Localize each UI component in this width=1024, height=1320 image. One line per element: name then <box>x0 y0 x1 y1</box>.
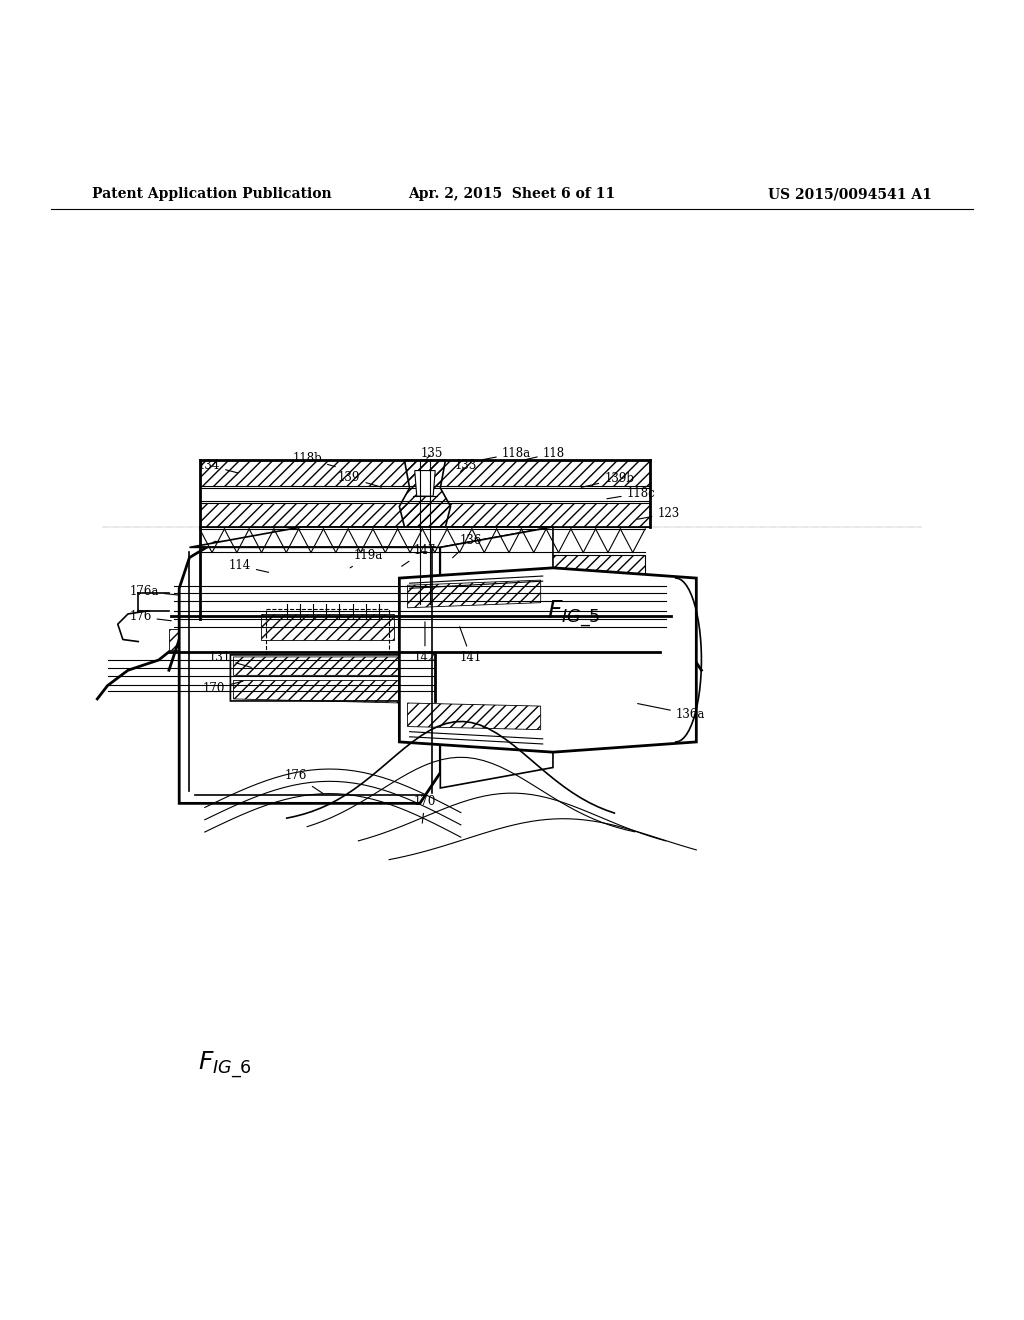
Polygon shape <box>200 488 650 502</box>
Text: 136: 136 <box>453 533 482 558</box>
Text: 135: 135 <box>421 446 443 459</box>
Text: Apr. 2, 2015  Sheet 6 of 11: Apr. 2, 2015 Sheet 6 of 11 <box>409 187 615 201</box>
Polygon shape <box>230 649 451 701</box>
Text: 142: 142 <box>414 622 436 664</box>
Text: 114: 114 <box>228 560 268 573</box>
Text: $\mathit{F_{IG\_6}}$: $\mathit{F_{IG\_6}}$ <box>199 1049 252 1080</box>
Text: 123: 123 <box>638 507 680 520</box>
Text: 176: 176 <box>285 770 324 793</box>
Text: 131: 131 <box>208 652 251 668</box>
Text: 170: 170 <box>414 795 436 824</box>
Polygon shape <box>399 568 696 752</box>
Text: 118: 118 <box>525 446 565 459</box>
Polygon shape <box>189 527 553 548</box>
Text: 176a: 176a <box>129 585 179 598</box>
Text: $\mathit{F_{IG\_5}}$: $\mathit{F_{IG\_5}}$ <box>547 599 600 630</box>
Polygon shape <box>440 527 553 788</box>
Text: 170: 170 <box>203 681 243 696</box>
Text: 118a: 118a <box>482 446 530 459</box>
Text: 139b: 139b <box>582 473 634 487</box>
Text: 134: 134 <box>198 459 238 473</box>
Text: 118c: 118c <box>607 487 655 499</box>
Text: 118b: 118b <box>292 451 335 467</box>
Text: 133: 133 <box>455 459 477 473</box>
Text: 176: 176 <box>129 610 171 623</box>
Polygon shape <box>415 470 435 496</box>
Text: 136a: 136a <box>638 704 706 721</box>
Text: US 2015/0094541 A1: US 2015/0094541 A1 <box>768 187 932 201</box>
Polygon shape <box>179 543 440 804</box>
Text: 119a: 119a <box>350 549 383 568</box>
Text: 139: 139 <box>338 471 381 487</box>
Text: Patent Application Publication: Patent Application Publication <box>92 187 332 201</box>
Text: 147: 147 <box>401 544 436 566</box>
Text: 141: 141 <box>460 627 482 664</box>
